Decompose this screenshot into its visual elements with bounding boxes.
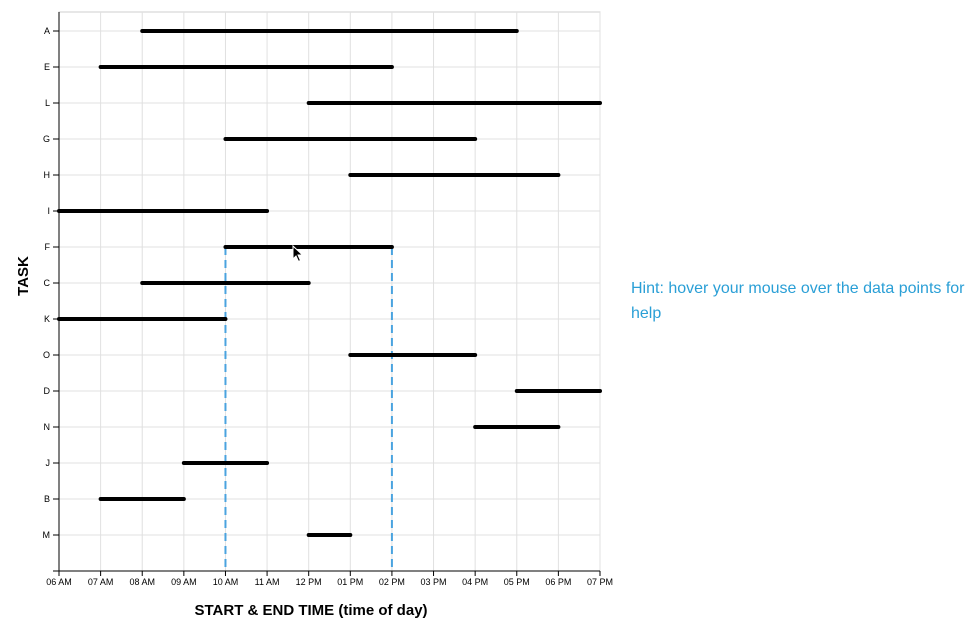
y-tick-label: G: [43, 134, 50, 144]
x-tick-label: 08 AM: [129, 577, 155, 587]
hover-guides: [224, 247, 393, 571]
x-tick-label: 06 AM: [46, 577, 72, 587]
x-tick-label: 12 PM: [296, 577, 322, 587]
y-tick-label: O: [43, 350, 50, 360]
task-bars[interactable]: [57, 29, 602, 537]
y-tick-label: C: [44, 278, 51, 288]
x-tick-label: 06 PM: [545, 577, 571, 587]
y-tick-label: L: [45, 98, 50, 108]
y-tick-label: E: [44, 62, 50, 72]
y-tick-label: K: [44, 314, 50, 324]
x-tick-label: 07 AM: [88, 577, 114, 587]
x-tick-label: 09 AM: [171, 577, 197, 587]
y-tick-label: N: [44, 422, 51, 432]
x-tick-label: 07 PM: [587, 577, 613, 587]
grid-lines: [58, 11, 601, 572]
x-tick-label: 01 PM: [337, 577, 363, 587]
y-axis-title: TASK: [15, 256, 32, 296]
axes: 06 AM 07 AM 08 AM 09 AM 10 AM 11 AM 12 PM 01 PM…: [43, 12, 613, 587]
y-tick-label: H: [44, 170, 51, 180]
x-tick-label: 11 AM: [255, 577, 280, 587]
mouse-cursor-icon: [292, 245, 304, 263]
plot-frame: [58, 11, 601, 572]
x-tick-label: 02 PM: [379, 577, 405, 587]
x-tick-label: 03 PM: [421, 577, 447, 587]
y-tick-label: M: [43, 530, 51, 540]
x-axis-title: START & END TIME (time of day): [194, 602, 427, 619]
x-tick-label: 10 AM: [213, 577, 239, 587]
y-tick-label: D: [44, 386, 51, 396]
y-tick-label: A: [44, 26, 50, 36]
y-tick-label: F: [45, 242, 51, 252]
hint-text: Hint: hover your mouse over the data poi…: [631, 280, 965, 322]
x-tick-label: 04 PM: [462, 577, 488, 587]
y-tick-label: I: [47, 206, 50, 216]
y-tick-label: B: [44, 494, 50, 504]
y-tick-label: J: [46, 458, 51, 468]
x-tick-label: 05 PM: [504, 577, 530, 587]
